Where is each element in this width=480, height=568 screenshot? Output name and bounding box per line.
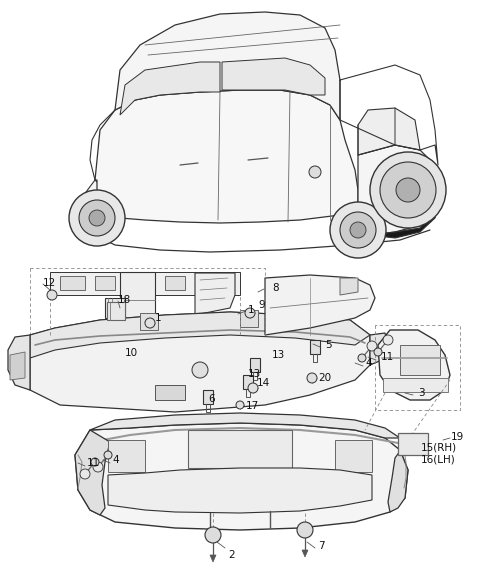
- Circle shape: [383, 335, 393, 345]
- Circle shape: [80, 469, 90, 479]
- Polygon shape: [108, 440, 145, 472]
- Text: 1: 1: [248, 305, 254, 315]
- Text: 18: 18: [118, 295, 131, 305]
- Polygon shape: [302, 550, 308, 557]
- Circle shape: [192, 362, 208, 378]
- Text: 1: 1: [155, 313, 162, 323]
- Text: 5: 5: [325, 340, 332, 350]
- Polygon shape: [203, 390, 213, 404]
- Polygon shape: [120, 272, 155, 335]
- Polygon shape: [195, 273, 235, 315]
- Polygon shape: [378, 330, 450, 400]
- Text: 9: 9: [258, 300, 264, 310]
- Circle shape: [79, 200, 115, 236]
- Circle shape: [380, 162, 436, 218]
- Polygon shape: [250, 358, 260, 372]
- Polygon shape: [50, 272, 240, 295]
- Polygon shape: [95, 276, 115, 290]
- Text: 4: 4: [112, 455, 119, 465]
- Circle shape: [248, 383, 258, 393]
- Circle shape: [396, 178, 420, 202]
- Text: 6: 6: [208, 394, 215, 404]
- Circle shape: [367, 341, 377, 351]
- Polygon shape: [10, 352, 25, 380]
- Text: 12: 12: [43, 278, 56, 288]
- Polygon shape: [75, 430, 110, 515]
- Circle shape: [47, 290, 57, 300]
- Text: 17: 17: [246, 401, 259, 411]
- Text: 10: 10: [125, 348, 138, 358]
- Text: 7: 7: [318, 541, 324, 551]
- Circle shape: [358, 354, 366, 362]
- Polygon shape: [310, 340, 320, 354]
- Circle shape: [307, 373, 317, 383]
- Polygon shape: [265, 275, 375, 335]
- Polygon shape: [243, 375, 253, 389]
- Polygon shape: [210, 555, 216, 562]
- Circle shape: [309, 166, 321, 178]
- Circle shape: [93, 462, 103, 472]
- Polygon shape: [115, 12, 340, 120]
- Text: 4: 4: [365, 358, 372, 368]
- Circle shape: [350, 222, 366, 238]
- Text: 3: 3: [418, 388, 425, 398]
- Polygon shape: [188, 430, 292, 468]
- Polygon shape: [105, 298, 125, 318]
- Text: 13: 13: [272, 350, 285, 360]
- Text: 2: 2: [228, 550, 235, 560]
- Polygon shape: [30, 312, 370, 358]
- Polygon shape: [107, 302, 125, 320]
- Circle shape: [91, 458, 99, 466]
- Polygon shape: [388, 438, 408, 512]
- Circle shape: [205, 527, 221, 543]
- Text: 8: 8: [272, 283, 278, 293]
- Circle shape: [330, 202, 386, 258]
- Circle shape: [236, 401, 244, 409]
- Polygon shape: [108, 468, 372, 513]
- Circle shape: [145, 318, 155, 328]
- Polygon shape: [222, 58, 325, 95]
- Circle shape: [340, 212, 376, 248]
- Text: 19: 19: [451, 432, 464, 442]
- Text: 11: 11: [87, 458, 100, 468]
- Circle shape: [374, 348, 382, 356]
- Circle shape: [297, 522, 313, 538]
- Text: 13: 13: [248, 369, 261, 379]
- Text: 15(RH): 15(RH): [421, 443, 457, 453]
- Polygon shape: [358, 108, 420, 155]
- Polygon shape: [358, 205, 438, 238]
- Polygon shape: [75, 423, 408, 530]
- Polygon shape: [383, 378, 448, 392]
- Polygon shape: [335, 440, 372, 472]
- Polygon shape: [165, 276, 185, 290]
- Text: 11: 11: [381, 352, 394, 362]
- Polygon shape: [90, 413, 400, 438]
- Text: 16(LH): 16(LH): [421, 455, 456, 465]
- Circle shape: [69, 190, 125, 246]
- Circle shape: [370, 152, 446, 228]
- Polygon shape: [8, 335, 30, 390]
- Polygon shape: [155, 385, 185, 400]
- Polygon shape: [60, 276, 85, 290]
- Polygon shape: [195, 276, 215, 290]
- Polygon shape: [30, 312, 370, 412]
- Text: 20: 20: [318, 373, 331, 383]
- Polygon shape: [335, 205, 382, 252]
- Text: 14: 14: [257, 378, 270, 388]
- Circle shape: [245, 308, 255, 318]
- Polygon shape: [370, 333, 388, 365]
- Polygon shape: [75, 180, 120, 240]
- Polygon shape: [140, 313, 158, 330]
- Polygon shape: [240, 310, 258, 327]
- Circle shape: [104, 451, 112, 459]
- Polygon shape: [358, 145, 438, 235]
- Circle shape: [89, 210, 105, 226]
- Polygon shape: [95, 90, 358, 223]
- Polygon shape: [398, 433, 428, 455]
- Polygon shape: [120, 62, 220, 115]
- Polygon shape: [400, 345, 440, 375]
- Polygon shape: [340, 278, 358, 295]
